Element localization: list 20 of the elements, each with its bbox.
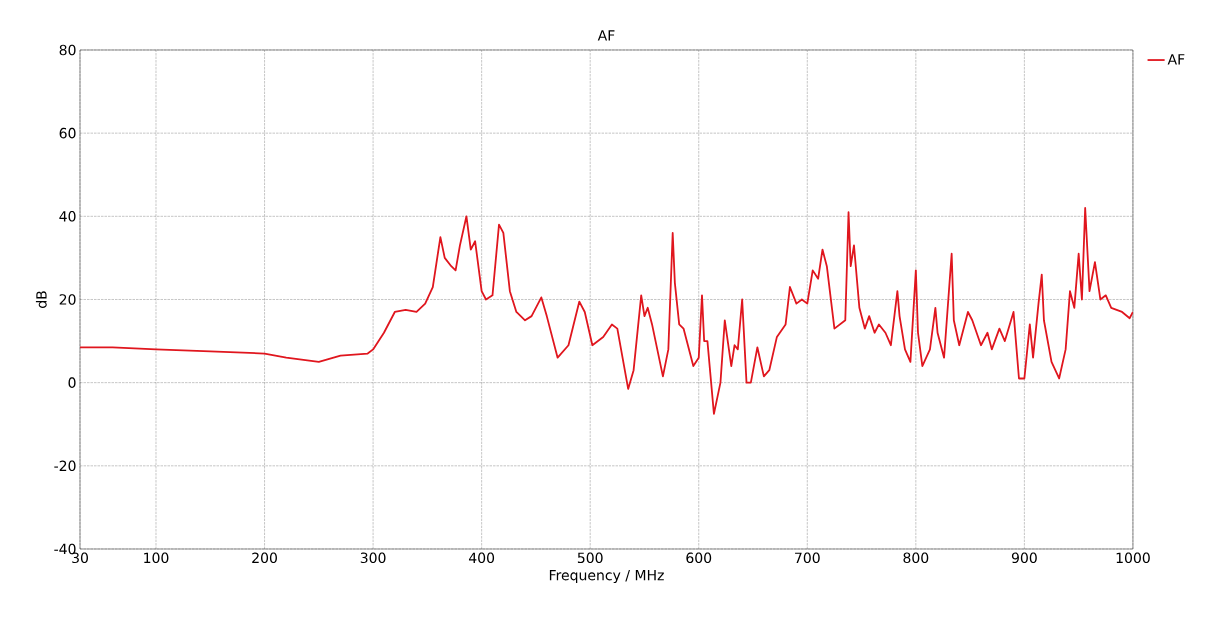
chart-title: AF <box>597 30 615 41</box>
x-axis-title: Frequency / MHz <box>549 569 664 584</box>
x-tick-label: 700 <box>795 552 820 564</box>
x-tick-label: 400 <box>468 552 495 564</box>
x-tick-label: 600 <box>686 552 712 564</box>
y-tick-label: 20 <box>59 294 76 305</box>
y-axis-title: dB <box>35 291 47 308</box>
x-tick-label: 200 <box>252 552 277 564</box>
x-tick-label: 300 <box>360 552 386 564</box>
x-tick-label: 1000 <box>1116 552 1150 564</box>
x-tick-label: 500 <box>577 552 603 564</box>
x-tick-label: 900 <box>1011 552 1037 564</box>
x-tick-label: 800 <box>903 552 929 564</box>
y-tick-label: 60 <box>59 127 76 139</box>
y-tick-label: -20 <box>54 460 76 472</box>
y-tick-label: 0 <box>68 377 76 388</box>
x-tick-label: 100 <box>144 552 169 564</box>
y-tick-label: 40 <box>59 211 76 222</box>
y-tick-label: 80 <box>59 44 76 56</box>
legend-label: AF <box>1167 54 1185 65</box>
